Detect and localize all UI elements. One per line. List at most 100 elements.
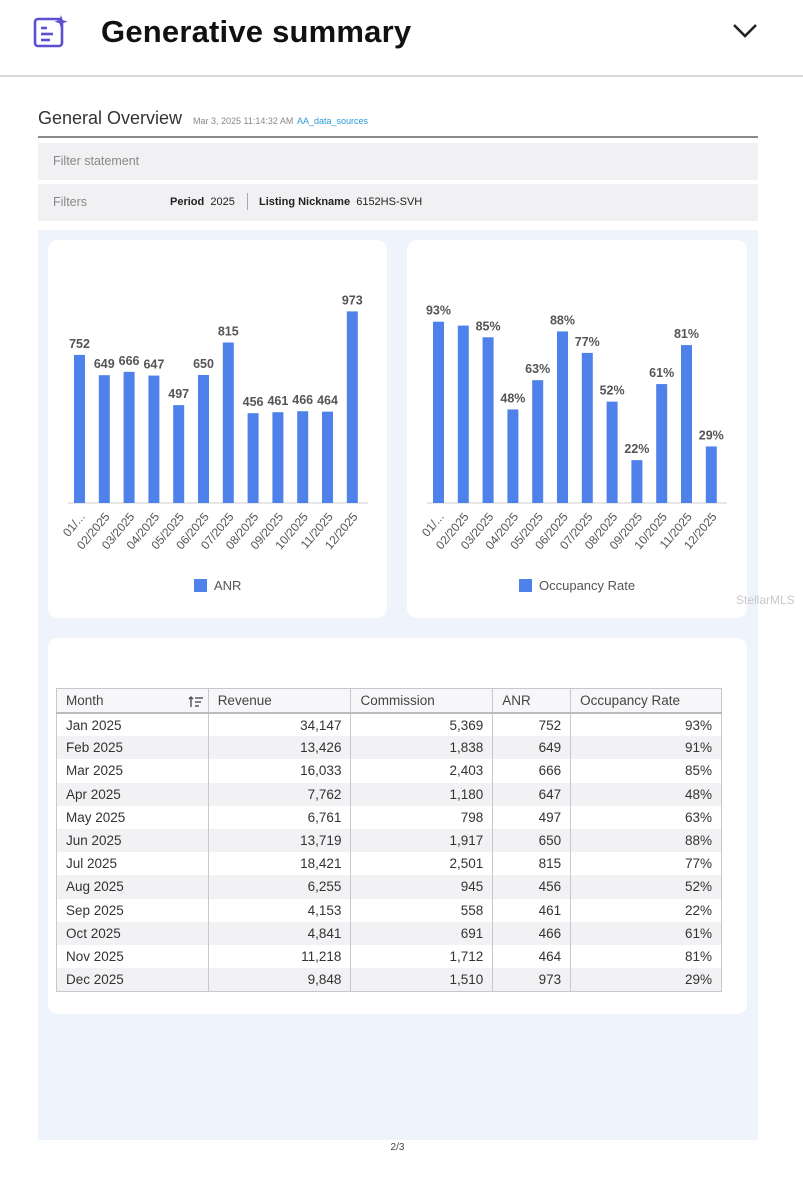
data-label: 649 bbox=[94, 357, 115, 371]
dashboard-canvas: 752 01/... 649 02/2025 666 03/2025 647 04/2025 4… bbox=[38, 230, 758, 1140]
bar bbox=[581, 352, 593, 503]
data-label: 466 bbox=[292, 393, 313, 407]
sparkle-doc-icon bbox=[33, 15, 68, 48]
table-cell: 9,848 bbox=[207, 968, 352, 992]
data-label: 650 bbox=[193, 357, 214, 371]
bar bbox=[272, 412, 284, 503]
table-cell: Jul 2025 bbox=[56, 852, 209, 876]
bar bbox=[532, 380, 544, 503]
header-bar: Generative summary bbox=[0, 0, 803, 77]
table-cell: 647 bbox=[492, 782, 572, 806]
table-cell: 1,180 bbox=[350, 782, 494, 806]
bar bbox=[98, 375, 110, 503]
table-cell: 16,033 bbox=[207, 759, 352, 783]
table-row: Aug 2025 6,255 945 456 52% bbox=[56, 875, 722, 899]
table-cell: Feb 2025 bbox=[56, 736, 209, 760]
table-row: Feb 2025 13,426 1,838 649 91% bbox=[56, 736, 722, 760]
bar bbox=[606, 401, 618, 503]
bar bbox=[705, 446, 717, 503]
col-header-anr[interactable]: ANR bbox=[492, 688, 572, 714]
table-cell: 34,147 bbox=[207, 713, 352, 737]
data-label: 647 bbox=[143, 358, 164, 372]
data-label: 815 bbox=[218, 324, 239, 338]
bar bbox=[247, 413, 259, 503]
legend-label: ANR bbox=[214, 578, 241, 593]
table-cell: 88% bbox=[570, 828, 722, 853]
bar bbox=[297, 411, 309, 503]
filter-listing-key: Listing Nickname bbox=[259, 196, 351, 208]
table-cell: Jan 2025 bbox=[56, 713, 209, 737]
table-cell: 649 bbox=[492, 736, 572, 760]
bar bbox=[656, 384, 668, 503]
bar bbox=[222, 342, 234, 503]
table-row: Apr 2025 7,762 1,180 647 48% bbox=[56, 782, 722, 806]
table-cell: 48% bbox=[570, 782, 722, 806]
data-label: 85% bbox=[476, 319, 501, 333]
report-timestamp: Mar 3, 2025 11:14:32 AM bbox=[193, 116, 294, 126]
data-label: 461 bbox=[267, 394, 288, 408]
table-cell: 81% bbox=[570, 944, 722, 969]
table-cell: Dec 2025 bbox=[56, 968, 209, 992]
report-title-row: General Overview Mar 3, 2025 11:14:32 AM… bbox=[38, 108, 758, 138]
data-label: 63% bbox=[525, 362, 550, 376]
bar bbox=[433, 321, 444, 503]
legend-swatch bbox=[194, 579, 207, 592]
filter-statement-bar: Filter statement bbox=[38, 143, 758, 180]
table-cell: 691 bbox=[350, 921, 494, 945]
table-cell: May 2025 bbox=[56, 805, 209, 829]
col-header-occupancy[interactable]: Occupancy Rate bbox=[570, 688, 722, 714]
data-label: 81% bbox=[674, 327, 699, 341]
table-cell: 93% bbox=[570, 713, 722, 737]
table-cell: Jun 2025 bbox=[56, 828, 209, 853]
table-row: Mar 2025 16,033 2,403 666 85% bbox=[56, 759, 722, 783]
table-cell: 52% bbox=[570, 875, 722, 899]
data-label: 52% bbox=[600, 384, 625, 398]
data-label: 93% bbox=[426, 304, 451, 318]
table-cell: 13,719 bbox=[207, 828, 352, 853]
table-cell: 666 bbox=[492, 759, 572, 783]
bar bbox=[346, 311, 358, 503]
occupancy-chart-card: 93% 01/... 02/2025 85% 03/2025 48% 04/2025 63% 0… bbox=[407, 240, 747, 618]
table-cell: 63% bbox=[570, 805, 722, 829]
table-row: Nov 2025 11,218 1,712 464 81% bbox=[56, 944, 722, 969]
table-cell: 798 bbox=[350, 805, 494, 829]
data-label: 666 bbox=[119, 354, 140, 368]
table-cell: 91% bbox=[570, 736, 722, 760]
page-number: 2/3 bbox=[390, 1142, 405, 1153]
sort-icon[interactable] bbox=[188, 696, 204, 708]
monthly-data-table: Month Revenue Commission ANR bbox=[56, 688, 722, 992]
table-cell: Oct 2025 bbox=[56, 921, 209, 945]
filters-bar: Filters Period 2025 Listing Nickname 615… bbox=[38, 184, 758, 221]
data-label: 22% bbox=[624, 442, 649, 456]
data-label: 456 bbox=[243, 395, 264, 409]
table-cell: Apr 2025 bbox=[56, 782, 209, 806]
table-cell: 13,426 bbox=[207, 736, 352, 760]
filter-listing-value: 6152HS-SVH bbox=[356, 196, 423, 208]
table-row: Jun 2025 13,719 1,917 650 88% bbox=[56, 828, 722, 853]
bar bbox=[681, 345, 692, 503]
bar bbox=[507, 409, 519, 503]
col-header-month[interactable]: Month bbox=[56, 688, 209, 714]
filter-period-key: Period bbox=[170, 196, 205, 208]
table-cell: Mar 2025 bbox=[56, 759, 209, 783]
legend-swatch bbox=[519, 579, 532, 592]
data-source-link[interactable]: AA_data_sources bbox=[297, 116, 369, 126]
anr-chart-card: 752 01/... 649 02/2025 666 03/2025 647 04/2025 4… bbox=[48, 240, 387, 618]
table-row: Oct 2025 4,841 691 466 61% bbox=[56, 921, 722, 945]
table-cell: 18,421 bbox=[207, 852, 352, 876]
filter-statement-label: Filter statement bbox=[53, 154, 140, 168]
bar bbox=[74, 354, 85, 503]
data-label: 973 bbox=[342, 293, 363, 307]
col-header-revenue[interactable]: Revenue bbox=[207, 688, 352, 714]
table-cell: 558 bbox=[350, 898, 494, 922]
legend-label: Occupancy Rate bbox=[539, 578, 635, 593]
table-cell: 973 bbox=[492, 968, 572, 992]
table-cell: 650 bbox=[492, 828, 572, 853]
table-cell: 7,762 bbox=[207, 782, 352, 806]
col-header-commission[interactable]: Commission bbox=[350, 688, 494, 714]
table-row: Sep 2025 4,153 558 461 22% bbox=[56, 898, 722, 922]
table-cell: 6,761 bbox=[207, 805, 352, 829]
table-cell: 11,218 bbox=[207, 944, 352, 969]
table-row: Dec 2025 9,848 1,510 973 29% bbox=[56, 968, 722, 992]
chevron-down-icon[interactable] bbox=[730, 20, 760, 42]
